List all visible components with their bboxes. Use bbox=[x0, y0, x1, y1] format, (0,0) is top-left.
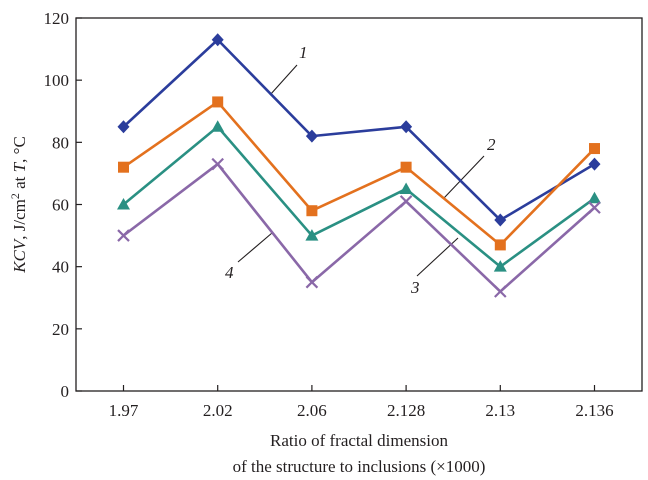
series-2-point bbox=[589, 143, 600, 155]
curve-leader-line bbox=[269, 64, 298, 96]
series-2-point bbox=[118, 161, 129, 173]
series-1 bbox=[117, 33, 601, 227]
y-axis-title: KCV, J/cm2 at T, °C bbox=[8, 136, 29, 274]
x-tick-label: 2.06 bbox=[297, 401, 327, 420]
x-tick-label: 2.136 bbox=[575, 401, 613, 420]
x-axis-title-line-1: Ratio of fractal dimension bbox=[270, 431, 448, 450]
series-2-line bbox=[122, 100, 596, 247]
series-3-point bbox=[399, 182, 413, 194]
series-2-point bbox=[306, 205, 318, 217]
series-1-point bbox=[305, 129, 318, 143]
plot-frame bbox=[75, 17, 643, 392]
series-3-point bbox=[211, 120, 225, 132]
series-1-point bbox=[211, 33, 224, 47]
curve-label-4: 4 bbox=[225, 263, 234, 282]
y-tick-label: 60 bbox=[52, 196, 69, 215]
series-layer bbox=[117, 33, 601, 298]
series-4-point bbox=[305, 275, 319, 289]
series-2 bbox=[118, 96, 600, 251]
x-tick-label: 1.97 bbox=[109, 401, 139, 420]
y-tick-label: 100 bbox=[44, 71, 70, 90]
y-tick-label: 80 bbox=[52, 133, 69, 152]
curve-label-2: 2 bbox=[487, 135, 496, 154]
y-tick-label: 20 bbox=[52, 320, 69, 339]
x-tick-label: 2.13 bbox=[485, 401, 515, 420]
axes: 0 20 40 60 80 100 120 1.97 2.02 2.06 2.128 2.13 2.13… bbox=[44, 9, 643, 420]
y-tick-label: 0 bbox=[61, 382, 70, 401]
series-3-point bbox=[305, 229, 319, 241]
series-1-point bbox=[400, 120, 413, 134]
series-4-point bbox=[117, 229, 130, 242]
curve-label-3: 3 bbox=[410, 278, 420, 297]
series-1-point bbox=[117, 120, 130, 134]
x-tick-label: 2.02 bbox=[203, 401, 233, 420]
series-3 bbox=[117, 120, 601, 272]
series-3-point bbox=[117, 198, 130, 210]
y-tick-label: 40 bbox=[52, 258, 69, 277]
series-3-point bbox=[588, 191, 601, 204]
series-4-point bbox=[494, 285, 507, 298]
series-4-line bbox=[122, 162, 596, 293]
series-4-point bbox=[588, 201, 601, 214]
series-1-point bbox=[588, 157, 601, 171]
series-4-point bbox=[211, 157, 224, 171]
curve-label-1: 1 bbox=[299, 43, 308, 62]
x-tick-label: 2.128 bbox=[387, 401, 425, 420]
series-2-point bbox=[212, 96, 224, 108]
x-axis-title-line-2: of the structure to inclusions (×1000) bbox=[233, 457, 486, 476]
series-3-line bbox=[122, 125, 596, 268]
series-4-point bbox=[399, 195, 413, 208]
y-tick-label: 120 bbox=[44, 9, 70, 28]
series-2-point bbox=[400, 161, 412, 173]
series-3-point bbox=[493, 260, 507, 272]
curve-leader-line bbox=[443, 155, 485, 199]
series-2-point bbox=[494, 239, 506, 251]
series-4 bbox=[117, 157, 601, 298]
curve-leader-lines bbox=[237, 64, 485, 277]
curve-leader-line bbox=[237, 232, 273, 263]
series-1-line bbox=[122, 38, 596, 222]
series-1-point bbox=[494, 213, 507, 227]
